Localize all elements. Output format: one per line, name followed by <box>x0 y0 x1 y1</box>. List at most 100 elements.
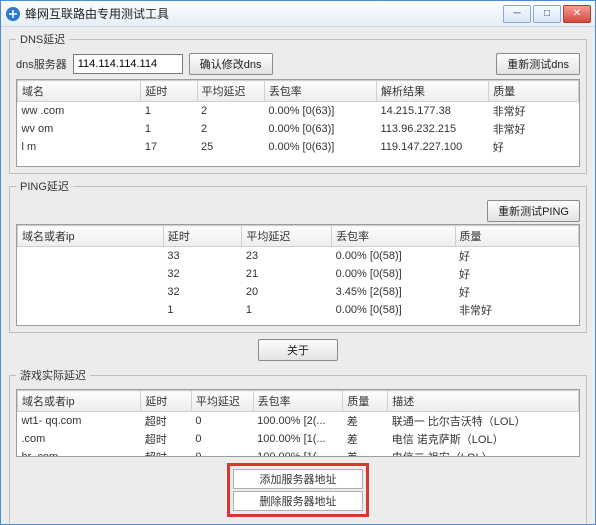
cell: 0.00% [0(58)] <box>332 247 455 266</box>
col-header[interactable]: 平均延迟 <box>197 81 264 102</box>
cell: 电信 诺克萨斯（LOL） <box>388 430 579 448</box>
cell: 0.00% [0(63)] <box>264 138 376 156</box>
cell <box>18 301 164 319</box>
col-header[interactable]: 质量 <box>455 226 578 247</box>
col-header[interactable]: 域名或者ip <box>18 391 141 412</box>
cell: 0.00% [0(58)] <box>332 265 455 283</box>
cell: 1 <box>141 102 197 121</box>
cell: 1 <box>242 301 332 319</box>
col-header[interactable]: 域名或者ip <box>18 226 164 247</box>
cell: 差 <box>343 430 388 448</box>
cell: 好 <box>489 138 579 156</box>
cell: 0.00% [0(63)] <box>264 120 376 138</box>
cell: 17 <box>141 138 197 156</box>
table-row[interactable]: hr .com超时0100.00% [1(...差电信二 祖安（LOL） <box>18 448 579 457</box>
cell: 联通一 比尔吉沃特（LOL） <box>388 412 579 431</box>
table-row[interactable]: ww .com120.00% [0(63)]14.215.177.38非常好 <box>18 102 579 121</box>
maximize-button[interactable]: □ <box>533 5 561 23</box>
cell: 超时 <box>141 448 191 457</box>
cell: 100.00% [1(... <box>253 448 343 457</box>
context-menu-highlight: 添加服务器地址 删除服务器地址 <box>227 463 369 517</box>
cell: 好 <box>455 283 578 301</box>
col-header[interactable]: 质量 <box>343 391 388 412</box>
col-header[interactable]: 描述 <box>388 391 579 412</box>
col-header[interactable]: 质量 <box>489 81 579 102</box>
cell: .com <box>18 430 141 448</box>
col-header[interactable]: 解析结果 <box>377 81 489 102</box>
cell: 0.00% [0(58)] <box>332 301 455 319</box>
cell: 21 <box>242 265 332 283</box>
table-row[interactable]: wt1- qq.com超时0100.00% [2(...差联通一 比尔吉沃特（L… <box>18 412 579 431</box>
dns-confirm-button[interactable]: 确认修改dns <box>189 53 273 75</box>
table-row[interactable]: 32210.00% [0(58)]好 <box>18 265 579 283</box>
cell: 电信二 祖安（LOL） <box>388 448 579 457</box>
cell: wv om <box>18 120 141 138</box>
window-title: 蜂网互联路由专用测试工具 <box>25 5 503 22</box>
titlebar: 蜂网互联路由专用测试工具 ─ □ ✕ <box>1 1 595 27</box>
table-row[interactable]: 32203.45% [2(58)]好 <box>18 283 579 301</box>
cell: 0.00% [0(63)] <box>264 102 376 121</box>
ping-retest-button[interactable]: 重新测试PING <box>487 200 580 222</box>
cell: 差 <box>343 448 388 457</box>
cell: 14.215.177.38 <box>377 102 489 121</box>
dns-table: 域名延时平均延迟丢包率解析结果质量 ww .com120.00% [0(63)]… <box>16 79 580 167</box>
cell: 非常好 <box>489 120 579 138</box>
cell: 100.00% [1(... <box>253 430 343 448</box>
cell: 非常好 <box>455 301 578 319</box>
cell: 2 <box>197 102 264 121</box>
cell: 超时 <box>141 430 191 448</box>
cell: 好 <box>455 247 578 266</box>
ping-group: PING延迟 重新测试PING 域名或者ip延时平均延迟丢包率质量 33230.… <box>9 178 587 333</box>
cell: hr .com <box>18 448 141 457</box>
col-header[interactable]: 平均延迟 <box>242 226 332 247</box>
col-header[interactable]: 延时 <box>163 226 242 247</box>
cell: l m <box>18 138 141 156</box>
minimize-button[interactable]: ─ <box>503 5 531 23</box>
cell: 2 <box>197 120 264 138</box>
col-header[interactable]: 延时 <box>141 391 191 412</box>
table-row[interactable]: l m17250.00% [0(63)]119.147.227.100好 <box>18 138 579 156</box>
cell: 32 <box>163 283 242 301</box>
about-button[interactable]: 关于 <box>258 339 338 361</box>
cell: 1 <box>141 120 197 138</box>
cell: 非常好 <box>489 102 579 121</box>
table-row[interactable]: 110.00% [0(58)]非常好 <box>18 301 579 319</box>
cell <box>18 265 164 283</box>
close-button[interactable]: ✕ <box>563 5 591 23</box>
game-table[interactable]: 域名或者ip延时平均延迟丢包率质量描述 wt1- qq.com超时0100.00… <box>16 389 580 457</box>
cell: 好 <box>455 265 578 283</box>
cell: 100.00% [2(... <box>253 412 343 431</box>
del-server-menuitem[interactable]: 删除服务器地址 <box>233 491 363 511</box>
dns-retest-button[interactable]: 重新测试dns <box>496 53 580 75</box>
col-header[interactable]: 丢包率 <box>253 391 343 412</box>
game-legend: 游戏实际延迟 <box>16 367 90 383</box>
dns-legend: DNS延迟 <box>16 31 69 47</box>
cell: 25 <box>197 138 264 156</box>
cell: 23 <box>242 247 332 266</box>
add-server-menuitem[interactable]: 添加服务器地址 <box>233 469 363 489</box>
table-row[interactable]: wv om120.00% [0(63)]113.96.232.215非常好 <box>18 120 579 138</box>
cell: 0 <box>191 412 253 431</box>
cell: 差 <box>343 412 388 431</box>
cell: 119.147.227.100 <box>377 138 489 156</box>
cell: 33 <box>163 247 242 266</box>
col-header[interactable]: 域名 <box>18 81 141 102</box>
cell: 3.45% [2(58)] <box>332 283 455 301</box>
app-icon <box>5 6 21 22</box>
col-header[interactable]: 丢包率 <box>332 226 455 247</box>
table-row[interactable]: .com超时0100.00% [1(...差电信 诺克萨斯（LOL） <box>18 430 579 448</box>
dns-server-input[interactable] <box>73 54 183 74</box>
ping-legend: PING延迟 <box>16 178 73 194</box>
ping-table[interactable]: 域名或者ip延时平均延迟丢包率质量 33230.00% [0(58)]好3221… <box>16 224 580 326</box>
table-row[interactable]: 33230.00% [0(58)]好 <box>18 247 579 266</box>
cell: 1 <box>163 301 242 319</box>
game-group: 游戏实际延迟 域名或者ip延时平均延迟丢包率质量描述 wt1- qq.com超时… <box>9 367 587 524</box>
dns-server-label: dns服务器 <box>16 56 67 72</box>
col-header[interactable]: 延时 <box>141 81 197 102</box>
dns-group: DNS延迟 dns服务器 确认修改dns 重新测试dns 域名延时平均延迟丢包率… <box>9 31 587 174</box>
cell <box>18 283 164 301</box>
col-header[interactable]: 丢包率 <box>264 81 376 102</box>
cell: wt1- qq.com <box>18 412 141 431</box>
col-header[interactable]: 平均延迟 <box>191 391 253 412</box>
cell <box>18 247 164 266</box>
